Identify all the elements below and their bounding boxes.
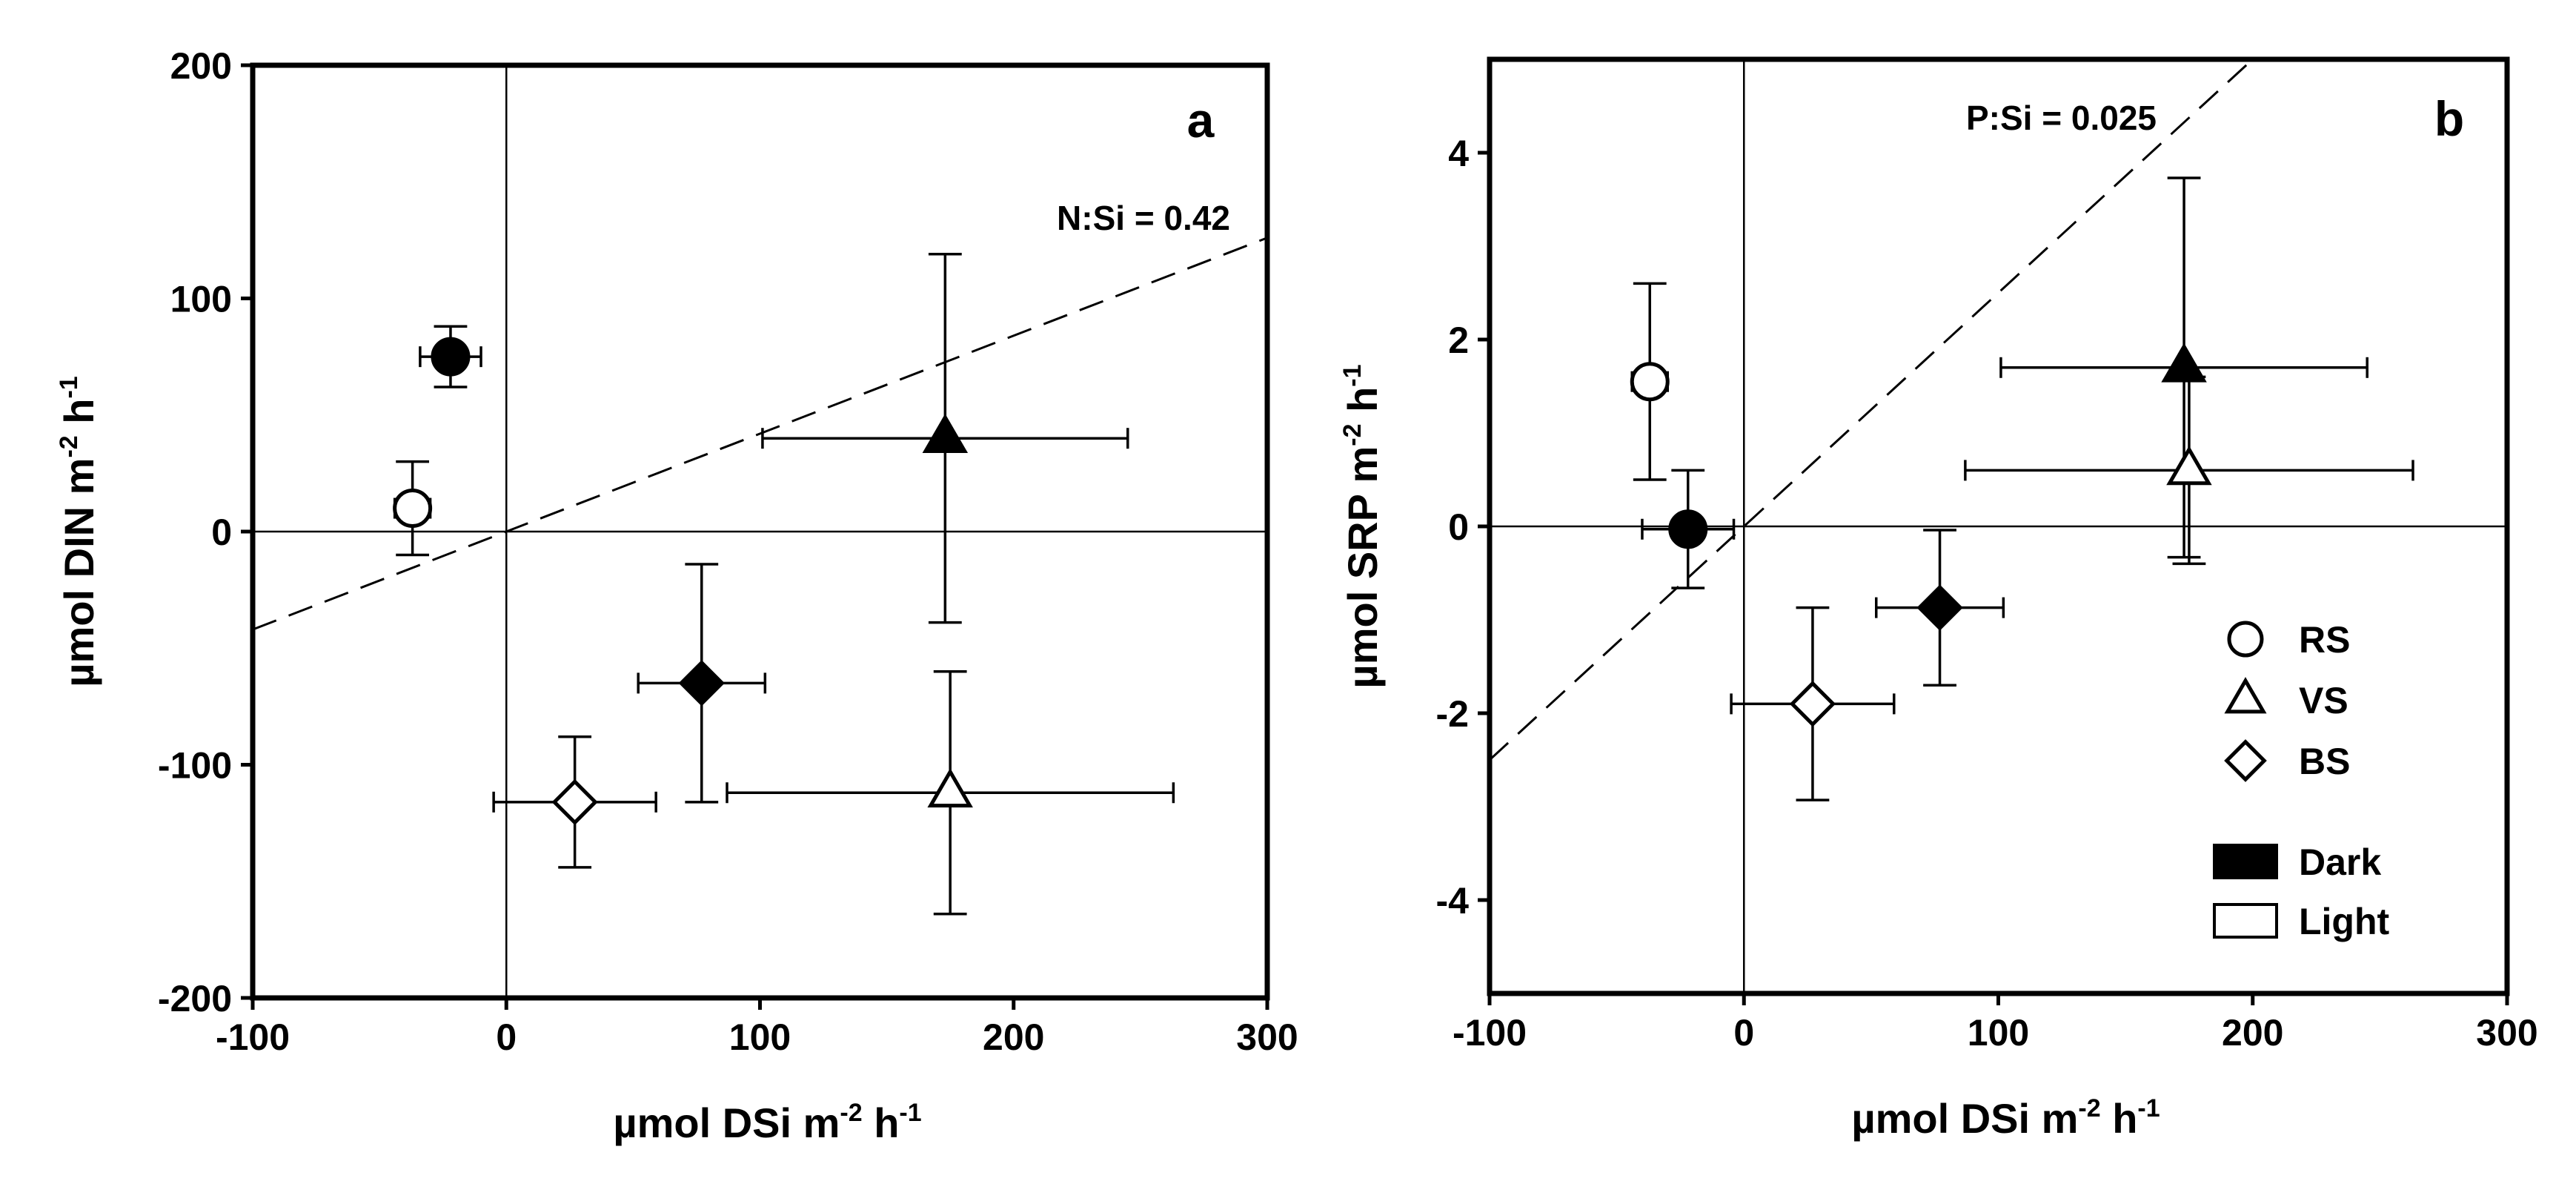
x-tick-label: -100 xyxy=(216,1016,290,1058)
legend: RS VS BS Dark Light xyxy=(2213,619,2390,942)
y-tick-label: 100 xyxy=(170,279,232,320)
x-tick-label: 0 xyxy=(496,1016,517,1058)
x-tick-label: 0 xyxy=(1733,1012,1754,1054)
y-axis-title: µmol SRP m-2 h-1 xyxy=(1338,364,1386,688)
data-point-bs-dark xyxy=(1874,529,2005,687)
legend-triangle-icon xyxy=(2224,677,2267,714)
diamond-marker xyxy=(1789,681,1836,727)
y-tick-label: 2 xyxy=(1448,320,1469,361)
legend-label-dark: Dark xyxy=(2299,841,2381,883)
legend-label-vs: VS xyxy=(2299,680,2348,721)
ratio-line xyxy=(253,237,1267,631)
x-axis-title: µmol DSi m-2 h-1 xyxy=(1851,1094,2160,1142)
diamond-marker xyxy=(551,778,598,825)
data-point-vs-dark xyxy=(761,252,1129,624)
triangle-marker xyxy=(2161,343,2207,383)
x-tick-label: 100 xyxy=(1968,1012,2029,1054)
circle-marker xyxy=(393,489,433,529)
x-tick-label: 200 xyxy=(983,1016,1044,1058)
triangle-marker xyxy=(2166,446,2212,486)
x-tick-label: 200 xyxy=(2222,1012,2283,1054)
ratio-label: P:Si = 0.025 xyxy=(1966,99,2157,137)
triangle-marker xyxy=(922,413,969,454)
x-tick-label: 100 xyxy=(729,1016,791,1058)
y-tick-label: 200 xyxy=(170,45,232,87)
y-tick-label: 0 xyxy=(1448,506,1469,548)
data-point-rs-dark xyxy=(419,325,482,388)
x-tick-label: 300 xyxy=(2476,1012,2537,1054)
circle-marker xyxy=(431,337,471,377)
data-point-rs-light xyxy=(1630,282,1670,481)
diamond-marker xyxy=(678,660,725,707)
diamond-marker xyxy=(1916,584,1963,631)
y-axis-title: µmol DIN m-2 h-1 xyxy=(55,376,102,687)
legend-label-rs: RS xyxy=(2299,619,2350,661)
data-point-bs-light xyxy=(1730,606,1896,801)
y-tick-label: -200 xyxy=(158,978,232,1019)
data-point-rs-light xyxy=(393,460,433,557)
panel-letter: b xyxy=(2434,91,2464,146)
y-tick-label: -2 xyxy=(1436,693,1469,735)
data-point-bs-dark xyxy=(637,563,767,804)
ratio-label: N:Si = 0.42 xyxy=(1057,199,1230,237)
data-point-rs-dark xyxy=(1641,469,1736,589)
legend-dark-swatch xyxy=(2213,844,2278,879)
y-tick-label: -4 xyxy=(1436,880,1470,922)
circle-marker xyxy=(1668,509,1708,549)
legend-circle-icon xyxy=(2227,621,2264,658)
x-tick-label: 300 xyxy=(1236,1016,1298,1058)
data-point-vs-dark xyxy=(1999,176,2368,559)
y-tick-label: 0 xyxy=(211,512,232,553)
y-tick-label: 4 xyxy=(1448,133,1469,174)
circle-marker xyxy=(1630,362,1670,402)
panel-letter: a xyxy=(1187,93,1215,148)
legend-label-light: Light xyxy=(2299,901,2390,942)
legend-light-swatch xyxy=(2213,903,2278,939)
chart-panel-b: -100 0 100 200 300 -4 -2 0 2 4 µmol DSi m-2 h-1 µmo… xyxy=(1338,56,2538,1142)
x-tick-label: -100 xyxy=(1453,1012,1527,1054)
x-axis-title: µmol DSi m-2 h-1 xyxy=(613,1099,921,1146)
y-tick-label: -100 xyxy=(158,745,232,787)
data-point-vs-light xyxy=(1964,375,2414,566)
legend-label-bs: BS xyxy=(2299,741,2350,782)
data-point-bs-light xyxy=(492,735,657,869)
data-point-vs-light xyxy=(726,669,1175,916)
triangle-marker xyxy=(927,767,973,808)
legend-diamond-icon xyxy=(2224,739,2267,782)
